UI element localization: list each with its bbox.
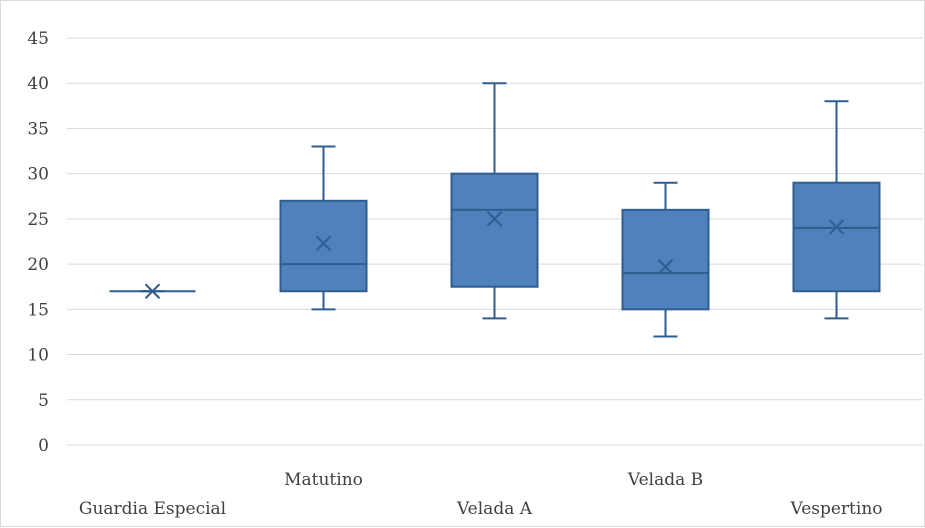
iqr-box xyxy=(450,172,539,288)
y-axis-ticks: 0 5 10 15 20 25 30 35 40 45 xyxy=(27,29,49,456)
x-category-label: Velada A xyxy=(456,499,533,519)
box-matutino xyxy=(279,145,368,311)
mean-marker xyxy=(828,219,845,235)
x-category-label: Guardia Especial xyxy=(79,499,226,519)
box-velada-a xyxy=(450,82,539,320)
iqr-box xyxy=(279,199,368,293)
x-category-label: Velada B xyxy=(627,470,703,490)
y-tick-label: 0 xyxy=(38,436,49,456)
y-tick-label: 5 xyxy=(38,391,49,411)
y-tick-label: 20 xyxy=(27,255,49,275)
y-tick-label: 35 xyxy=(27,119,49,139)
mean-marker xyxy=(486,211,503,227)
box-velada-b xyxy=(621,181,710,338)
box-vespertino xyxy=(792,100,881,320)
y-tick-label: 30 xyxy=(27,165,49,185)
iqr-box xyxy=(792,181,881,293)
boxes xyxy=(109,82,881,338)
iqr-box xyxy=(621,208,710,311)
y-tick-label: 15 xyxy=(27,300,49,320)
x-axis-categories: Guardia Especial Matutino Velada A Velada B… xyxy=(79,470,883,519)
x-category-label: Matutino xyxy=(284,470,363,490)
mean-marker xyxy=(144,283,161,299)
y-tick-label: 25 xyxy=(27,210,49,230)
y-tick-label: 45 xyxy=(27,29,49,49)
mean-marker xyxy=(657,259,674,275)
mean-marker xyxy=(315,235,332,252)
box-guardia-especial xyxy=(109,283,196,299)
y-tick-label: 10 xyxy=(27,346,49,366)
y-tick-label: 40 xyxy=(27,74,49,94)
x-category-label: Vespertino xyxy=(789,499,882,519)
